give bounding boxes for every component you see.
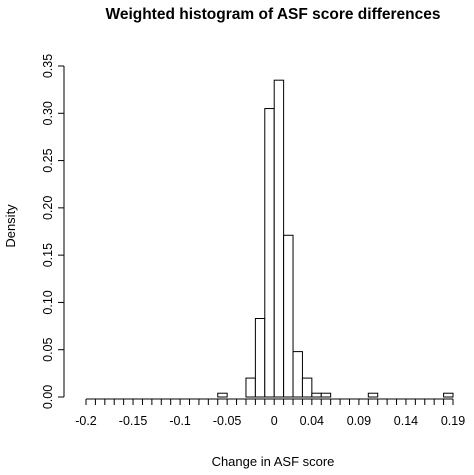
x-tick-label: -0.1 [169, 414, 191, 428]
histogram-bar [264, 108, 275, 398]
y-tick-label: 0.25 [41, 148, 55, 172]
histogram-bar [217, 392, 228, 398]
histogram-bar [311, 392, 322, 398]
x-tick-label: -0.15 [119, 414, 148, 428]
x-tick-label: 0 [271, 414, 278, 428]
y-tick-label: 0.20 [41, 196, 55, 220]
x-tick-label: 0.19 [441, 414, 465, 428]
x-tick-label: 0.14 [394, 414, 418, 428]
y-axis-label: Density [3, 204, 18, 248]
y-tick-label: 0.10 [41, 290, 55, 314]
histogram-bars [217, 79, 454, 398]
y-tick-label: 0.05 [41, 338, 55, 362]
histogram-bar [443, 392, 454, 398]
histogram-bar [320, 392, 332, 398]
x-axis-label: Change in ASF score [212, 454, 335, 469]
y-tick-label: 0.00 [41, 385, 55, 409]
histogram-bar [301, 377, 313, 398]
x-axis: -0.2 -0.15 -0.1 -0.05 0 0.04 0.09 0.14 0.19 [75, 398, 465, 428]
x-tick-label: 0.09 [347, 414, 371, 428]
histogram-bar [245, 377, 256, 398]
histogram-bar [367, 392, 379, 398]
y-axis: 0.00 0.05 0.10 0.15 0.20 0.25 0.30 0.35 [41, 54, 65, 409]
x-tick-label: -0.2 [75, 414, 97, 428]
y-tick-label: 0.35 [41, 54, 55, 78]
histogram-bar [254, 318, 266, 398]
x-tick-label: -0.05 [213, 414, 242, 428]
histogram-bar [273, 79, 285, 398]
y-tick-label: 0.30 [41, 101, 55, 125]
x-tick-label: 0.04 [300, 414, 324, 428]
y-tick-label: 0.15 [41, 243, 55, 267]
histogram-bar [292, 351, 303, 398]
histogram-bar [283, 234, 294, 398]
chart-title: Weighted histogram of ASF score differen… [105, 6, 440, 23]
